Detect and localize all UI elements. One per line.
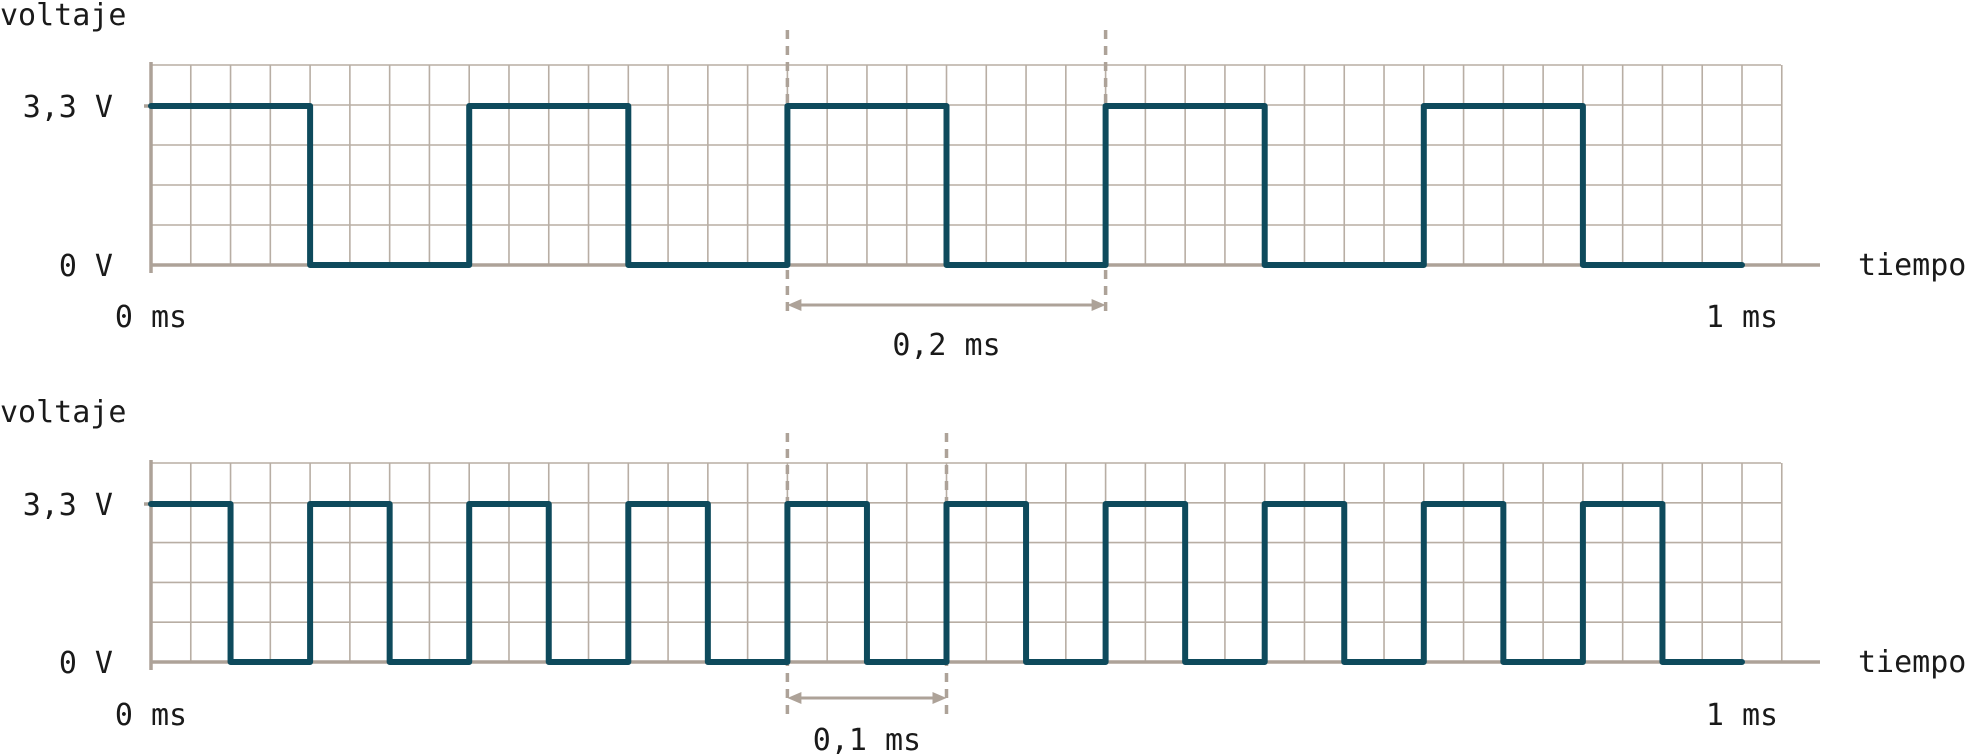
x-tick-label-end: 1 ms xyxy=(1706,698,1778,733)
chart-panel-1: voltaje tiempo 3,3 V 0 V0 ms 1 ms 0,2 ms xyxy=(0,0,1966,363)
y-tick-label-high: 3,3 V xyxy=(23,90,113,125)
period-arrowhead-right xyxy=(1091,299,1106,311)
pwm-signal-line xyxy=(148,103,1745,268)
gridlines xyxy=(151,462,1783,662)
period-label: 0,1 ms xyxy=(813,723,921,755)
chart-panel-2: voltaje tiempo 3,3 V 0 V0 ms 1 ms 0,1 ms xyxy=(0,395,1966,755)
period-arrowhead-left xyxy=(787,299,802,311)
y-tick-label-zero: 0 V xyxy=(59,249,113,284)
y-tick-label-high: 3,3 V xyxy=(23,488,113,523)
pwm-signal-line xyxy=(148,501,1745,665)
y-axis-title: voltaje xyxy=(0,395,126,430)
gridlines xyxy=(151,64,1783,265)
x-axis-title: tiempo xyxy=(1858,645,1966,680)
y-tick-label-zero: 0 V xyxy=(59,646,113,681)
period-arrowhead-right xyxy=(932,692,947,704)
period-label: 0,2 ms xyxy=(892,328,1000,363)
x-tick-label-start: 0 ms xyxy=(115,698,187,733)
x-tick-label-end: 1 ms xyxy=(1706,300,1778,335)
period-arrowhead-left xyxy=(787,692,802,704)
y-axis-title: voltaje xyxy=(0,0,126,33)
x-axis-title: tiempo xyxy=(1858,248,1966,283)
x-tick-label-start: 0 ms xyxy=(115,300,187,335)
